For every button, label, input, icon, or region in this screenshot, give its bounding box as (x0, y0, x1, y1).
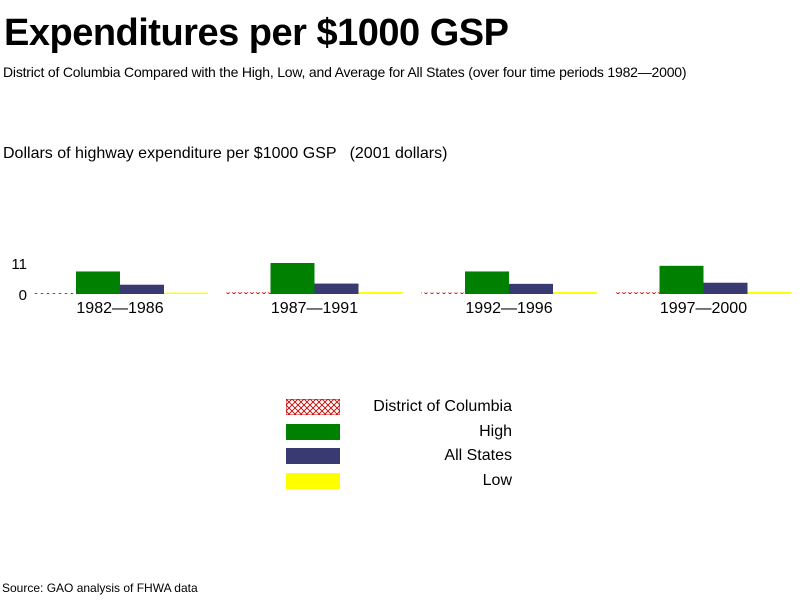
bar-high (270, 263, 315, 294)
legend-swatch (286, 423, 340, 440)
bar-dc (32, 293, 76, 294)
y-axis-label: Dollars of highway expenditure per $1000… (3, 145, 448, 162)
bar-all_states (120, 284, 164, 294)
bar-low (553, 292, 597, 294)
bar-high (465, 271, 509, 294)
legend-item-all_states: All States (286, 447, 516, 472)
x-tick-label: 1982—1986 (76, 300, 163, 317)
legend-label: District of Columbia (373, 398, 512, 415)
y-tick-label: 0 (19, 287, 27, 304)
bar-dc (615, 292, 660, 294)
bar-dc (421, 292, 465, 294)
legend-item-dc: District of Columbia (286, 398, 516, 423)
x-tick-label: 1987—1991 (271, 300, 358, 317)
bar-low (358, 292, 403, 294)
chart-subtitle: District of Columbia Compared with the H… (3, 64, 687, 80)
source-note: Source: GAO analysis of FHWA data (2, 581, 198, 595)
bar-all_states (314, 283, 359, 294)
bar-all_states (703, 282, 748, 294)
x-tick-label: 1997—2000 (660, 300, 747, 317)
bar-dc (226, 292, 271, 294)
y-tick-label: 11 (11, 256, 27, 273)
chart-legend: District of Columbia High All States Low (286, 398, 516, 496)
bar-high (76, 271, 120, 294)
legend-swatch (286, 448, 340, 464)
bar-low (747, 291, 792, 294)
bar-chart: 0 11 1982—1986 1987—1991 1992—1996 1997—2000 (11, 256, 792, 317)
legend-label: All States (444, 447, 512, 464)
bar-all_states (509, 283, 553, 294)
x-tick-label: 1992—1996 (465, 300, 552, 317)
legend-item-low: Low (286, 472, 516, 497)
chart-title: Expenditures per $1000 GSP (4, 12, 509, 54)
legend-swatch (286, 399, 340, 415)
legend-label: High (479, 422, 512, 440)
bar-high (659, 265, 704, 294)
legend-swatch (286, 472, 340, 489)
legend-item-high: High (286, 423, 516, 448)
bar-low (164, 292, 208, 294)
legend-label: Low (482, 471, 512, 489)
